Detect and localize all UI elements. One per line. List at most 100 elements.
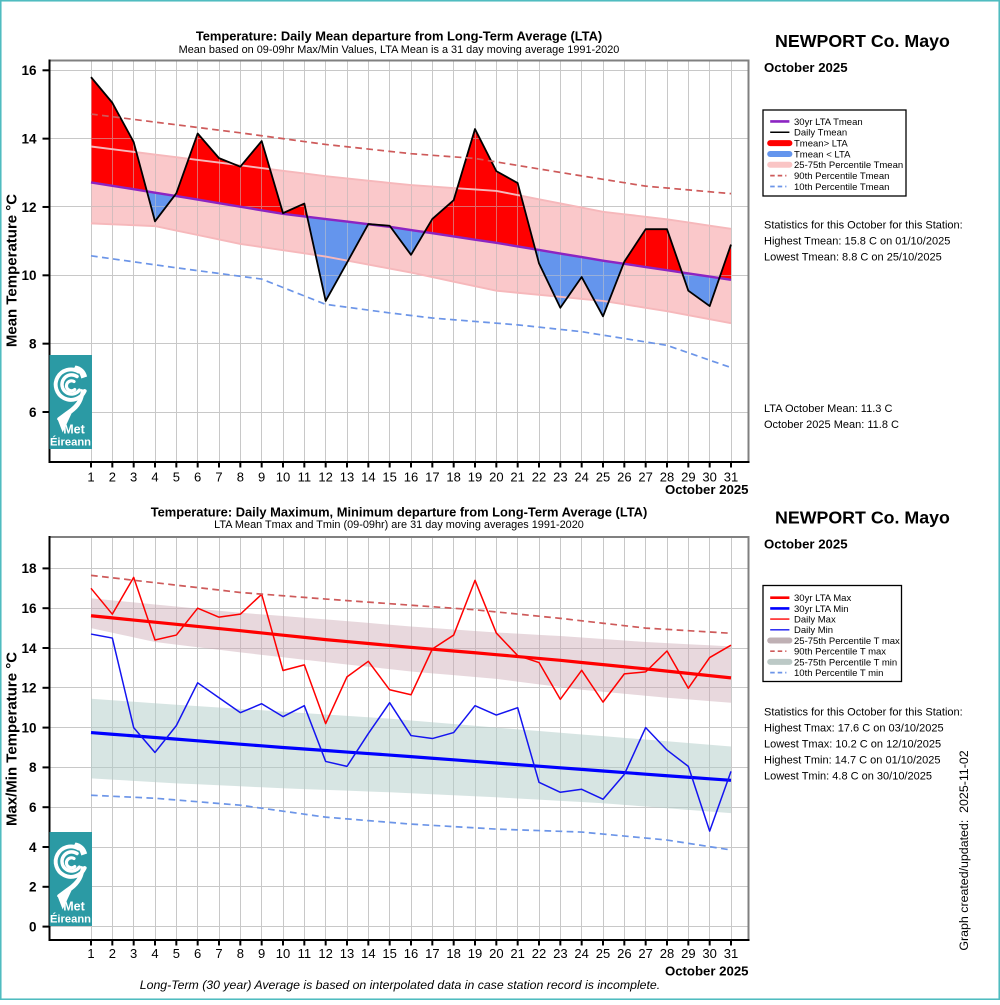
svg-text:29: 29	[681, 946, 695, 961]
svg-text:9: 9	[258, 946, 265, 961]
svg-text:18: 18	[21, 561, 37, 576]
svg-text:October 2025 Mean: 11.8 C: October 2025 Mean: 11.8 C	[764, 419, 899, 431]
svg-text:24: 24	[574, 470, 588, 485]
svg-text:Met: Met	[63, 423, 85, 437]
svg-text:Temperature: Daily Mean depart: Temperature: Daily Mean departure from L…	[196, 29, 602, 44]
svg-text:Highest Tmax: 17.6 C on 03/10/: Highest Tmax: 17.6 C on 03/10/2025	[764, 723, 944, 735]
svg-text:30yr LTA Tmean: 30yr LTA Tmean	[794, 117, 863, 128]
svg-text:29: 29	[681, 470, 695, 485]
svg-text:October 2025: October 2025	[764, 537, 848, 552]
svg-text:LTA October Mean: 11.3 C: LTA October Mean: 11.3 C	[764, 403, 892, 415]
svg-text:28: 28	[660, 946, 674, 961]
svg-text:11: 11	[298, 946, 312, 961]
svg-text:7: 7	[215, 470, 222, 485]
svg-text:LTA Mean Tmax and Tmin (09-09h: LTA Mean Tmax and Tmin (09-09hr) are 31 …	[214, 519, 584, 531]
svg-text:NEWPORT Co. Mayo: NEWPORT Co. Mayo	[775, 31, 950, 51]
svg-text:15: 15	[382, 470, 396, 485]
svg-text:10: 10	[276, 946, 290, 961]
svg-text:Daily Tmean: Daily Tmean	[794, 128, 847, 139]
svg-text:Éireann: Éireann	[50, 436, 91, 449]
svg-text:7: 7	[215, 946, 222, 961]
svg-text:30yr LTA Min: 30yr LTA Min	[794, 604, 849, 615]
svg-text:Long-Term (30 year) Average is: Long-Term (30 year) Average is based on …	[140, 978, 660, 992]
svg-text:13: 13	[340, 470, 354, 485]
svg-text:21: 21	[510, 470, 524, 485]
svg-text:8: 8	[29, 760, 37, 775]
svg-text:12: 12	[318, 946, 332, 961]
svg-text:16: 16	[21, 63, 37, 78]
svg-text:Graph created/updated: 2025-1: Graph created/updated: 2025-11-02	[957, 750, 971, 950]
svg-text:31: 31	[724, 946, 738, 961]
svg-text:6: 6	[194, 470, 201, 485]
svg-text:Highest Tmin: 14.7 C on 01/10/: Highest Tmin: 14.7 C on 01/10/2025	[764, 755, 941, 767]
svg-text:19: 19	[468, 470, 482, 485]
svg-text:4: 4	[29, 840, 37, 855]
svg-text:6: 6	[194, 946, 201, 961]
svg-text:31: 31	[724, 470, 738, 485]
svg-text:Statistics for this October fo: Statistics for this October for this Sta…	[764, 707, 963, 719]
svg-text:21: 21	[510, 946, 524, 961]
svg-text:Lowest Tmean: 8.8 C on 25/10/2: Lowest Tmean: 8.8 C on 25/10/2025	[764, 252, 942, 264]
svg-text:Mean based on 09-09hr Max/Min: Mean based on 09-09hr Max/Min Values, LT…	[179, 44, 620, 56]
svg-text:6: 6	[29, 800, 37, 815]
svg-text:Max/Min Temperature °C: Max/Min Temperature °C	[4, 652, 21, 826]
svg-text:16: 16	[404, 946, 418, 961]
svg-text:22: 22	[532, 470, 546, 485]
svg-text:16: 16	[404, 470, 418, 485]
svg-text:14: 14	[21, 641, 37, 656]
svg-text:30: 30	[702, 946, 716, 961]
svg-text:18: 18	[446, 946, 460, 961]
svg-text:13: 13	[340, 946, 354, 961]
svg-text:Éireann: Éireann	[50, 913, 91, 926]
svg-text:October 2025: October 2025	[764, 60, 848, 75]
svg-text:10: 10	[276, 470, 290, 485]
svg-text:8: 8	[237, 946, 244, 961]
svg-text:14: 14	[361, 470, 375, 485]
svg-text:14: 14	[21, 131, 37, 146]
svg-text:Lowest Tmin: 4.8 C on 30/10/20: Lowest Tmin: 4.8 C on 30/10/2025	[764, 771, 932, 783]
svg-text:27: 27	[638, 946, 652, 961]
svg-text:1: 1	[87, 470, 94, 485]
svg-text:10: 10	[21, 268, 36, 283]
svg-text:0: 0	[29, 919, 37, 934]
svg-text:Highest Tmean: 15.8 C on 01/10: Highest Tmean: 15.8 C on 01/10/2025	[764, 236, 950, 248]
svg-text:22: 22	[532, 946, 546, 961]
svg-text:Statistics for this October fo: Statistics for this October for this Sta…	[764, 220, 963, 232]
svg-text:15: 15	[382, 946, 396, 961]
svg-text:17: 17	[425, 946, 439, 961]
svg-text:3: 3	[130, 470, 137, 485]
svg-text:October 2025: October 2025	[665, 964, 749, 979]
svg-text:Tmean < LTA: Tmean < LTA	[794, 149, 851, 160]
svg-text:23: 23	[553, 946, 567, 961]
svg-text:9: 9	[258, 470, 265, 485]
svg-text:NEWPORT Co. Mayo: NEWPORT Co. Mayo	[775, 508, 950, 528]
svg-text:10th Percentile T min: 10th Percentile T min	[794, 668, 883, 679]
svg-text:25-75th Percentile Tmean: 25-75th Percentile Tmean	[794, 160, 903, 171]
svg-text:Mean Temperature °C: Mean Temperature °C	[4, 194, 21, 347]
svg-text:18: 18	[446, 470, 460, 485]
svg-text:26: 26	[617, 470, 631, 485]
svg-text:12: 12	[318, 470, 332, 485]
svg-text:October 2025: October 2025	[665, 482, 749, 497]
svg-text:Daily Min: Daily Min	[794, 625, 833, 636]
svg-text:20: 20	[489, 946, 503, 961]
svg-text:20: 20	[489, 470, 503, 485]
svg-text:Met: Met	[63, 900, 85, 914]
svg-text:28: 28	[660, 470, 674, 485]
svg-text:25-75th Percentile T max: 25-75th Percentile T max	[794, 636, 900, 647]
svg-text:12: 12	[21, 200, 36, 215]
svg-text:90th Percentile Tmean: 90th Percentile Tmean	[794, 171, 889, 182]
svg-text:2: 2	[109, 470, 116, 485]
svg-text:14: 14	[361, 946, 375, 961]
svg-text:6: 6	[29, 405, 37, 420]
svg-text:11: 11	[298, 470, 312, 485]
svg-text:12: 12	[21, 681, 36, 696]
svg-text:25-75th Percentile T min: 25-75th Percentile T min	[794, 657, 897, 668]
svg-text:3: 3	[130, 946, 137, 961]
svg-text:27: 27	[638, 470, 652, 485]
svg-text:23: 23	[553, 470, 567, 485]
svg-text:8: 8	[237, 470, 244, 485]
svg-text:4: 4	[151, 946, 158, 961]
svg-text:10: 10	[21, 720, 36, 735]
svg-text:Daily Max: Daily Max	[794, 615, 836, 626]
